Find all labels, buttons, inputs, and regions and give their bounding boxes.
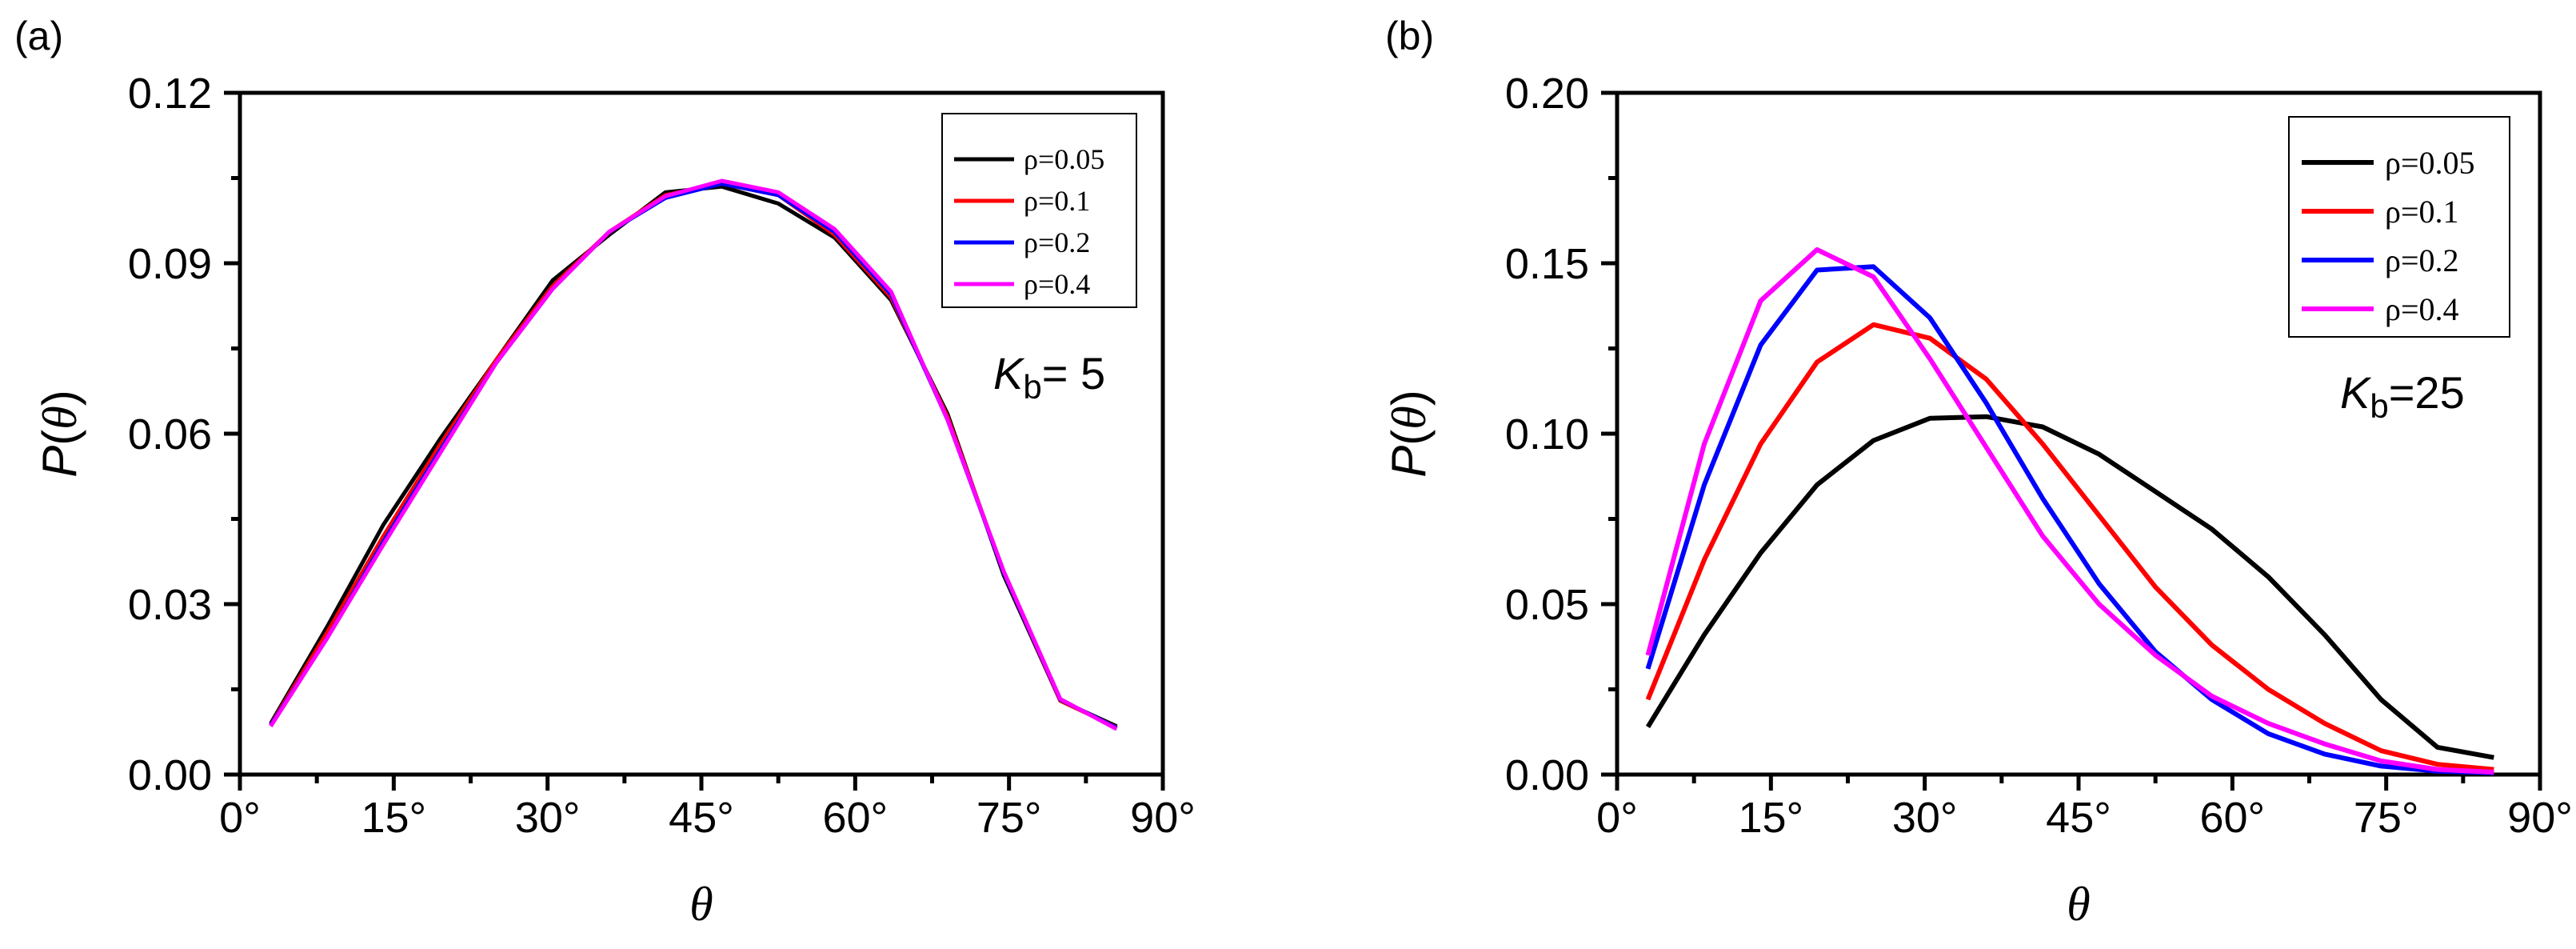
legend-box	[941, 113, 1137, 308]
x-axis-label: θ	[2067, 878, 2090, 931]
legend-label: ρ=0.2	[2385, 242, 2459, 278]
chart-panel-b: (b) 0.00 0.05 0.10 0.15 0.20 0° 15° 30° …	[1382, 14, 2573, 931]
x-axis-label: θ	[689, 878, 713, 931]
y-tick-label: 0.20	[1505, 70, 1589, 118]
legend-label: ρ=0.05	[1024, 143, 1104, 175]
panel-label: (a)	[14, 14, 63, 58]
y-tick-label: 0.03	[128, 581, 212, 629]
y-tick-label: 0.00	[1505, 751, 1589, 799]
legend: ρ=0.05 ρ=0.1 ρ=0.2 ρ=0.4	[2288, 116, 2510, 338]
series-line-rho-0.4	[1645, 247, 2494, 775]
legend-label: ρ=0.2	[1024, 226, 1090, 258]
legend-label: ρ=0.4	[1024, 268, 1090, 300]
x-tick-label: 15°	[1738, 794, 1803, 842]
legend-box	[2288, 116, 2510, 338]
series-line-rho-0.1	[1645, 322, 2494, 772]
x-tick-label: 45°	[2046, 794, 2111, 842]
x-tick-label: 45°	[669, 794, 734, 842]
x-tick-label: 0°	[219, 794, 261, 842]
x-tick-labels: 0° 15° 30° 45° 60° 75° 90°	[1596, 794, 2573, 842]
x-tick-label: 0°	[1596, 794, 1638, 842]
y-axis-label: P(θ)	[33, 390, 86, 477]
x-tick-label: 30°	[1892, 794, 1958, 842]
y-tick-label: 0.05	[1505, 581, 1589, 629]
legend-label: ρ=0.05	[2385, 145, 2475, 181]
y-tick-labels: 0.00 0.05 0.10 0.15 0.20	[1505, 70, 1589, 799]
x-tick-label: 75°	[976, 794, 1042, 842]
annotation-kb: Kb=25	[2340, 367, 2465, 425]
series-group	[1645, 247, 2494, 775]
y-tick-label: 0.00	[128, 751, 212, 799]
x-tick-label: 30°	[515, 794, 581, 842]
x-tick-label: 15°	[361, 794, 426, 842]
y-tick-label: 0.09	[128, 240, 212, 288]
annotation-kb: Kb= 5	[993, 348, 1105, 406]
series-group	[269, 178, 1118, 731]
x-tick-label: 60°	[2199, 794, 2265, 842]
legend: ρ=0.05 ρ=0.1 ρ=0.2 ρ=0.4	[941, 113, 1137, 308]
chart-panel-a: (a) 0.00 0.03 0.06 0.09 0.12 0° 15° 30° …	[14, 14, 1196, 931]
y-tick-label: 0.12	[128, 70, 212, 118]
x-tick-label: 90°	[2507, 794, 2573, 842]
x-tick-label: 60°	[822, 794, 888, 842]
y-tick-label: 0.06	[128, 410, 212, 458]
x-tick-labels: 0° 15° 30° 45° 60° 75° 90°	[219, 794, 1196, 842]
legend-label: ρ=0.1	[2385, 194, 2459, 230]
x-tick-label: 90°	[1130, 794, 1196, 842]
series-line-rho-0.05	[1645, 414, 2494, 760]
y-tick-label: 0.10	[1505, 410, 1589, 458]
x-tick-label: 75°	[2354, 794, 2419, 842]
series-line-rho-0.4	[269, 178, 1118, 731]
series-line-rho-0.2	[1645, 264, 2494, 775]
axis-ticks	[224, 90, 1165, 791]
y-tick-label: 0.15	[1505, 240, 1589, 288]
panel-label: (b)	[1385, 14, 1434, 58]
y-tick-labels: 0.00 0.03 0.06 0.09 0.12	[128, 70, 212, 799]
legend-label: ρ=0.4	[2385, 291, 2459, 327]
axis-ticks	[1601, 90, 2542, 791]
y-axis-label: P(θ)	[1382, 390, 1436, 477]
legend-label: ρ=0.1	[1024, 185, 1090, 217]
